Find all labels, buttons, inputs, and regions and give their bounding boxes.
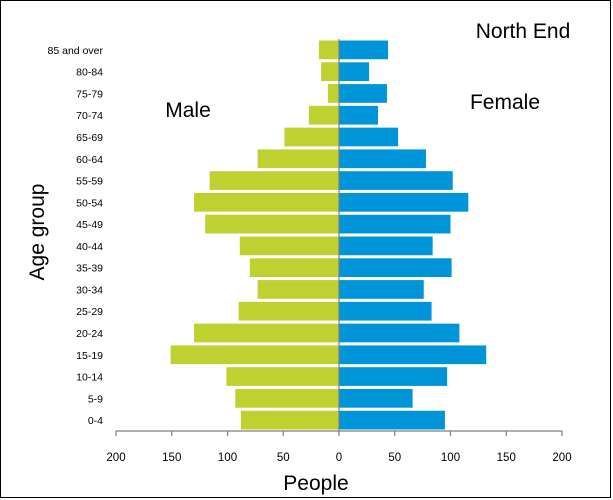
x-tick-label: 50 bbox=[388, 452, 401, 464]
female-bar-30-34 bbox=[339, 280, 424, 299]
male-bar-10-14 bbox=[226, 367, 339, 386]
age-group-label: 85 and over bbox=[48, 45, 104, 57]
age-group-label: 5-9 bbox=[88, 393, 103, 405]
male-bar-80-84 bbox=[321, 62, 339, 82]
age-group-label: 25-29 bbox=[76, 306, 103, 318]
female-bar-10-14 bbox=[339, 367, 448, 386]
x-tick-label: 150 bbox=[162, 452, 181, 464]
x-tick-label: 100 bbox=[441, 452, 460, 464]
x-axis-title: People bbox=[283, 472, 348, 495]
series-label-female: Female bbox=[470, 91, 540, 114]
male-bar-85-and-over bbox=[318, 40, 339, 60]
age-group-label: 70-74 bbox=[76, 110, 103, 122]
age-group-label: 80-84 bbox=[76, 67, 103, 79]
age-group-label: 10-14 bbox=[76, 372, 103, 384]
male-bar-60-64 bbox=[257, 149, 339, 169]
x-tick-label: 200 bbox=[552, 452, 571, 464]
age-group-labels: 0-4 5-9 10-14 15-19 20-24 25-29 30-34 35-39 40-4… bbox=[48, 45, 104, 427]
age-group-label: 75-79 bbox=[76, 88, 103, 100]
male-bar-45-49 bbox=[205, 214, 339, 234]
female-bar-45-49 bbox=[339, 214, 451, 234]
age-group-label: 50-54 bbox=[76, 197, 103, 209]
male-bar-75-79 bbox=[327, 84, 339, 103]
female-bar-5-9 bbox=[339, 388, 413, 408]
female-bar-55-59 bbox=[339, 171, 453, 190]
age-group-label: 20-24 bbox=[76, 328, 103, 340]
age-group-label: 45-49 bbox=[76, 219, 103, 231]
female-bar-60-64 bbox=[339, 149, 426, 169]
chart-title: North End bbox=[476, 20, 571, 43]
male-bar-5-9 bbox=[235, 388, 339, 408]
female-bar-20-24 bbox=[339, 323, 460, 343]
age-group-label: 40-44 bbox=[76, 241, 103, 253]
female-bar-25-29 bbox=[339, 301, 432, 321]
female-bar-75-79 bbox=[339, 84, 387, 103]
x-tick-label: 200 bbox=[106, 452, 125, 464]
female-bar-80-84 bbox=[339, 62, 370, 82]
x-tick-label: 0 bbox=[336, 452, 342, 464]
female-bar-35-39 bbox=[339, 258, 452, 278]
x-tick-label: 150 bbox=[497, 452, 516, 464]
male-bar-70-74 bbox=[308, 105, 339, 125]
male-bars bbox=[170, 40, 339, 430]
male-bar-65-69 bbox=[284, 127, 339, 147]
x-tick-label: 100 bbox=[218, 452, 237, 464]
male-bar-15-19 bbox=[170, 345, 339, 365]
male-bar-35-39 bbox=[249, 258, 339, 278]
female-bar-65-69 bbox=[339, 127, 399, 147]
age-group-label: 60-64 bbox=[76, 154, 103, 166]
age-group-label: 35-39 bbox=[76, 263, 103, 275]
series-label-male: Male bbox=[165, 99, 211, 122]
age-group-label: 0-4 bbox=[88, 415, 103, 427]
female-bar-0-4 bbox=[339, 410, 445, 430]
male-bar-40-44 bbox=[239, 236, 339, 256]
male-bar-30-34 bbox=[257, 280, 339, 299]
female-bar-15-19 bbox=[339, 345, 487, 365]
female-bars bbox=[339, 40, 487, 430]
female-bar-85-and-over bbox=[339, 40, 389, 60]
male-bar-25-29 bbox=[238, 301, 339, 321]
age-group-label: 55-59 bbox=[76, 176, 103, 188]
male-bar-20-24 bbox=[194, 323, 339, 343]
age-group-label: 65-69 bbox=[76, 132, 103, 144]
female-bar-50-54 bbox=[339, 192, 469, 212]
male-bar-50-54 bbox=[194, 192, 339, 212]
x-axis: 200 150 100 50 0 50 100 150 200 bbox=[106, 430, 572, 464]
age-group-label: 15-19 bbox=[76, 350, 103, 362]
female-bar-40-44 bbox=[339, 236, 433, 256]
y-axis-title: Age group bbox=[26, 184, 49, 281]
male-bar-55-59 bbox=[209, 171, 339, 190]
age-group-label: 30-34 bbox=[76, 284, 103, 296]
x-tick-label: 50 bbox=[277, 452, 290, 464]
female-bar-70-74 bbox=[339, 105, 379, 125]
male-bar-0-4 bbox=[240, 410, 339, 430]
